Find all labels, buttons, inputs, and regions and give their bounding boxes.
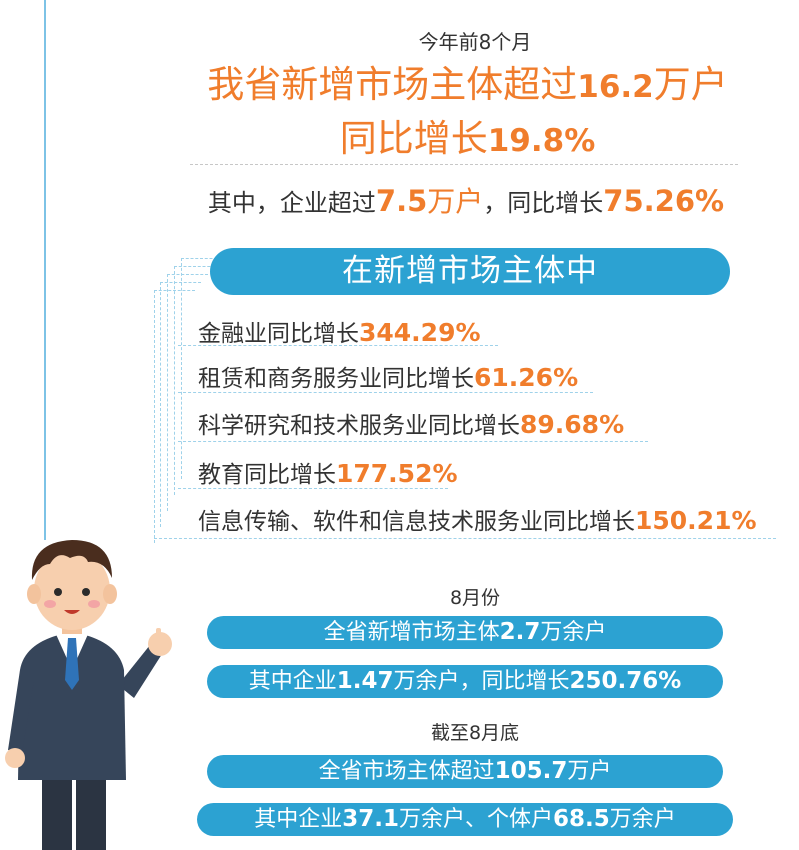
dotted-separator bbox=[190, 164, 738, 165]
item-divider bbox=[178, 441, 648, 442]
industry-item: 信息传输、软件和信息技术服务业同比增长150.21% bbox=[198, 506, 757, 535]
enterprise-summary: 其中，企业超过7.5万户，同比增长75.26% bbox=[207, 184, 725, 218]
industries-section-title: 在新增市场主体中 bbox=[210, 248, 730, 295]
industry-item: 租赁和商务服务业同比增长61.26% bbox=[198, 363, 579, 392]
august-pill-1: 全省新增市场主体2.7万余户 bbox=[207, 616, 723, 649]
stacked-dashed-frames bbox=[154, 258, 222, 543]
end-august-pill-2: 其中企业37.1万余户、个体户68.5万余户 bbox=[197, 803, 733, 836]
item-divider bbox=[178, 488, 448, 489]
cartoon-businessman-icon bbox=[5, 540, 172, 850]
industry-item: 金融业同比增长344.29% bbox=[198, 318, 481, 347]
item-divider bbox=[178, 345, 498, 346]
end-august-title: 截至8月底 bbox=[430, 722, 520, 744]
industry-item: 科学研究和技术服务业同比增长89.68% bbox=[198, 410, 625, 439]
left-vertical-line bbox=[44, 0, 46, 540]
headline-line1: 我省新增市场主体超过16.2万户 bbox=[207, 63, 728, 106]
eyebrow-title: 今年前8个月 bbox=[418, 30, 532, 54]
august-title: 8月份 bbox=[449, 587, 501, 609]
item-divider bbox=[154, 538, 776, 539]
end-august-pill-1: 全省市场主体超过105.7万户 bbox=[207, 755, 723, 788]
item-divider bbox=[178, 392, 593, 393]
headline-line2: 同比增长19.8% bbox=[339, 117, 596, 160]
august-pill-2: 其中企业1.47万余户，同比增长250.76% bbox=[207, 665, 723, 698]
industry-item: 教育同比增长177.52% bbox=[198, 459, 458, 488]
